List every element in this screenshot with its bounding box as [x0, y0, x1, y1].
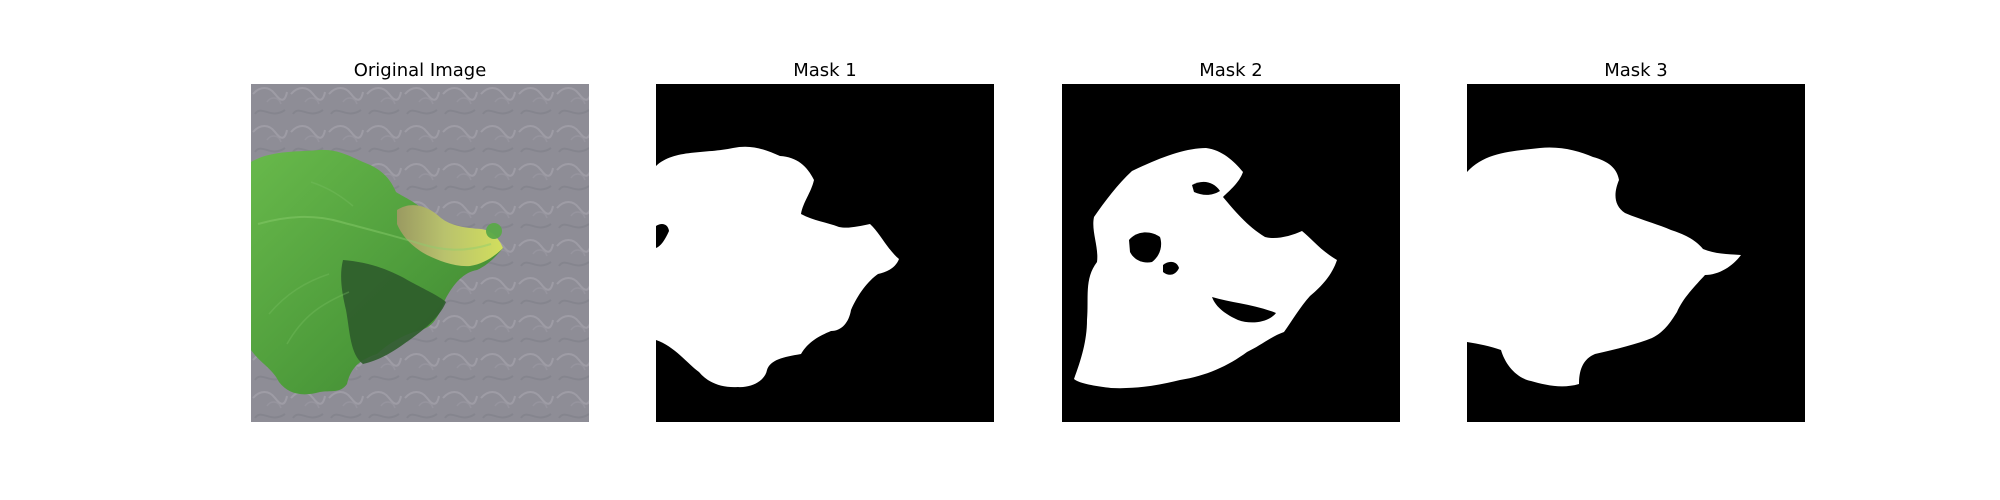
mask-2-gap-right	[1212, 297, 1276, 323]
mask-2-foreground	[1074, 148, 1337, 389]
mask-1-foreground	[656, 146, 899, 388]
leaf-vein-main	[257, 215, 492, 251]
panel-mask-1: Mask 1	[656, 58, 994, 422]
mask-1-image	[656, 84, 994, 422]
original-leaf-image	[251, 84, 589, 422]
mask-2-gap-top	[1192, 181, 1220, 195]
panel-original-image: Original Image	[251, 58, 589, 422]
mask-3-image	[1467, 84, 1805, 422]
mask-3-foreground	[1467, 147, 1741, 387]
panel-mask-2: Mask 2	[1062, 58, 1400, 422]
leaf-vein-secondary	[268, 181, 354, 345]
panel-title-mask-2: Mask 2	[1199, 60, 1263, 81]
panel-title-mask-3: Mask 3	[1604, 60, 1668, 81]
mask-2-hole-center	[1163, 261, 1179, 275]
mask-2-hole-left	[1129, 232, 1162, 263]
panel-mask-3: Mask 3	[1467, 58, 1805, 422]
leaf-small-lobe	[486, 223, 502, 239]
leaf-yellow-tip	[397, 205, 503, 267]
leaf-shadow-region	[341, 260, 446, 364]
mask-1-left-notch	[656, 223, 669, 248]
mask-2-image	[1062, 84, 1400, 422]
panel-title-original-image: Original Image	[353, 60, 487, 81]
panel-title-mask-1: Mask 1	[793, 60, 857, 81]
